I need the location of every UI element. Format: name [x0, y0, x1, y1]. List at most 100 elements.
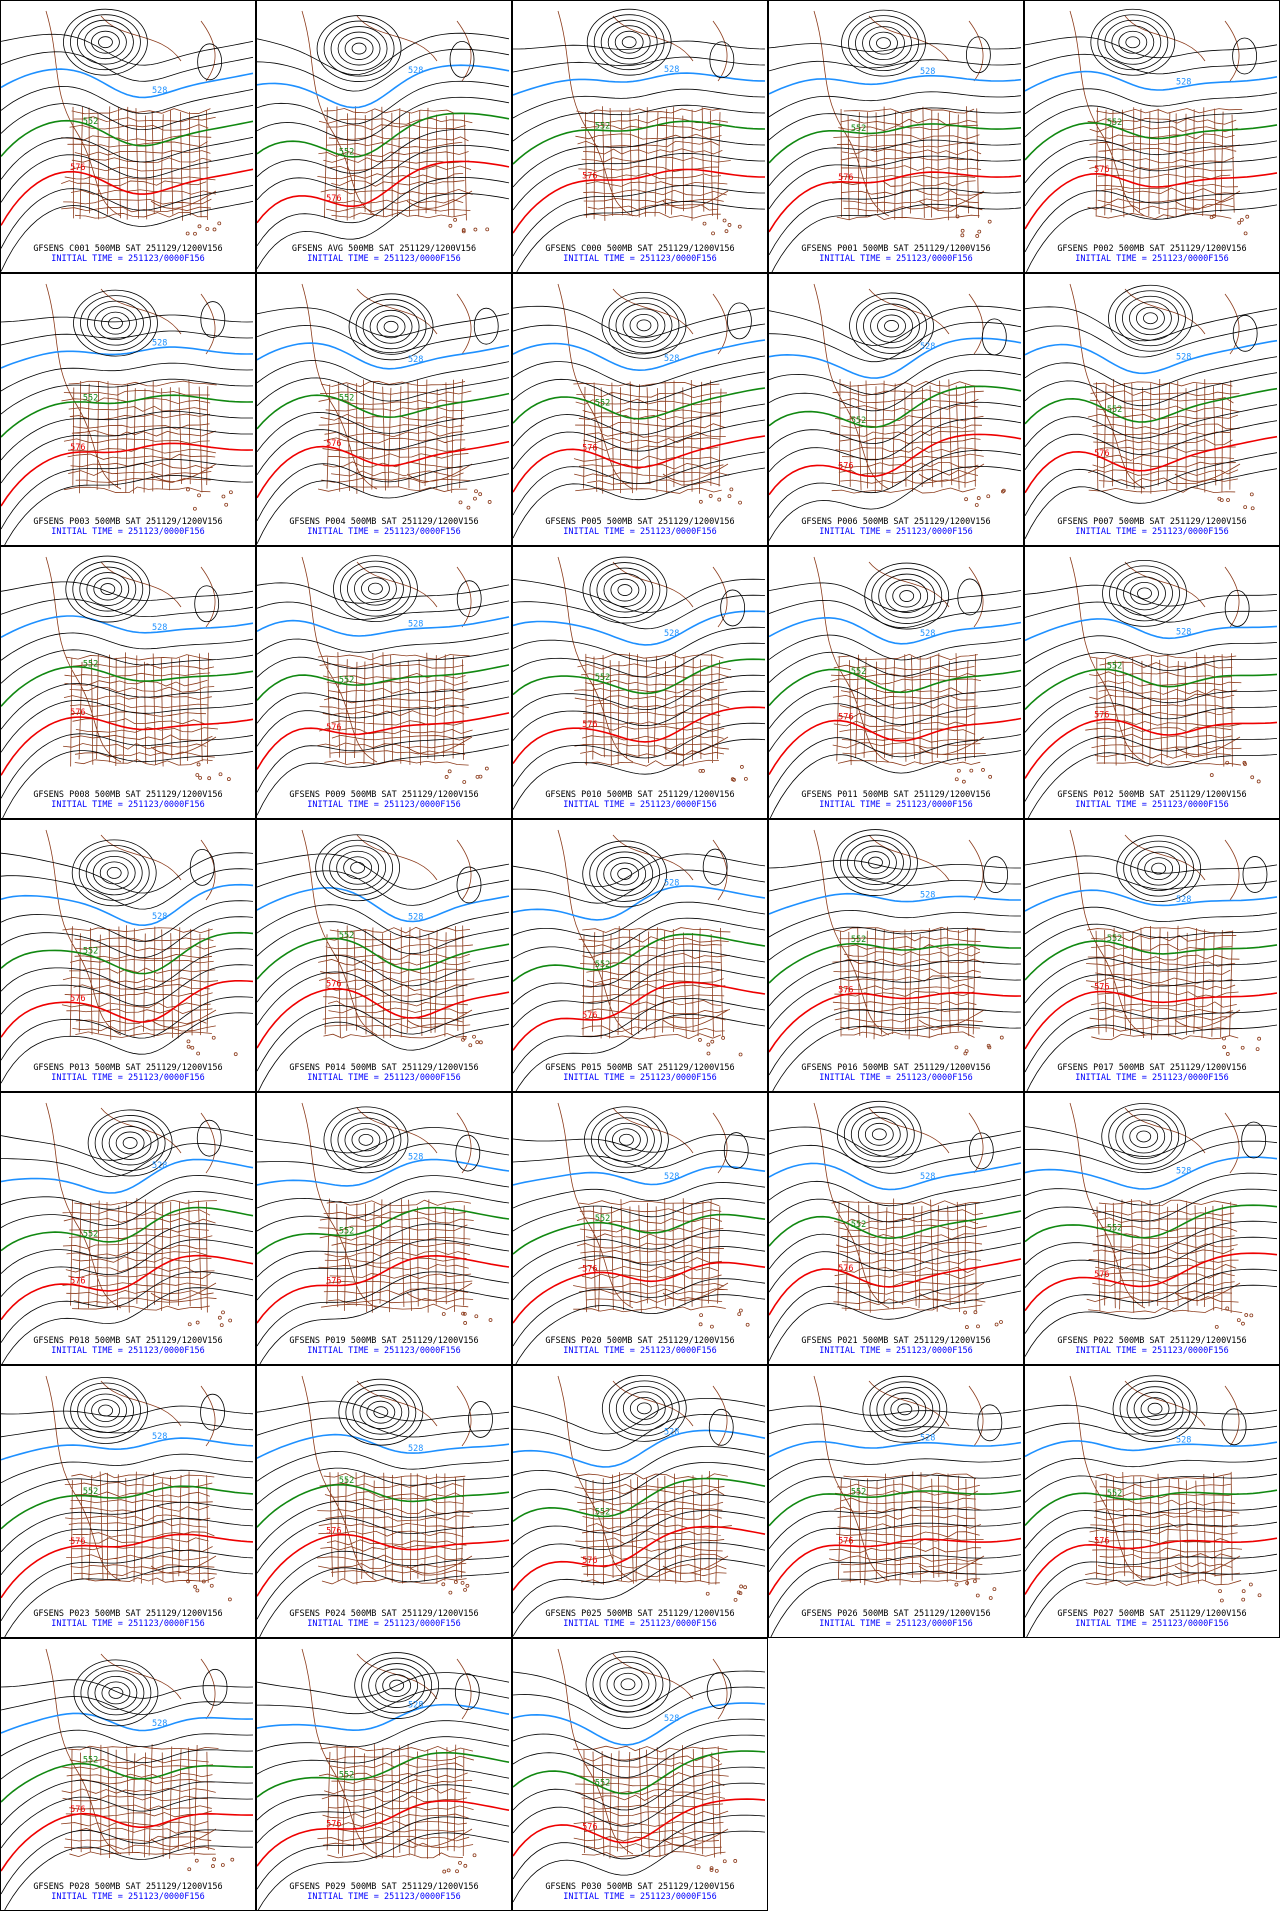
- island: [987, 219, 992, 224]
- contour: [513, 1246, 766, 1301]
- contour: [769, 651, 1022, 683]
- low-contour: [863, 303, 920, 349]
- contour-label: 528: [152, 339, 167, 349]
- low-contour: [1126, 1386, 1184, 1432]
- island: [964, 1049, 969, 1054]
- island: [1249, 492, 1254, 497]
- island: [201, 1579, 206, 1584]
- island: [733, 1859, 738, 1863]
- low-contour: [361, 1657, 433, 1714]
- contour-label: 528: [920, 342, 935, 352]
- contour-label: 528: [1176, 1167, 1191, 1177]
- low-contour: [99, 861, 129, 885]
- contour-label: 576: [326, 1820, 341, 1830]
- low-contour: [596, 851, 654, 897]
- low-contour: [78, 844, 150, 901]
- contour: [769, 305, 1022, 346]
- island: [212, 1857, 216, 1862]
- island: [973, 1579, 977, 1584]
- init-time: INITIAL TIME = 251123/0000F156: [51, 527, 205, 537]
- island: [1241, 1589, 1246, 1594]
- contour: [1025, 1553, 1278, 1618]
- contour-highlight: [1025, 1440, 1278, 1458]
- contour-highlight: [1025, 339, 1278, 375]
- state-borders: [813, 1375, 985, 1586]
- low-contour: [338, 1378, 424, 1446]
- island: [484, 766, 489, 771]
- map: 528 552 576 GFSENS P012 500MB SAT 251129/12…: [1025, 556, 1278, 818]
- contour: [257, 904, 510, 939]
- contour-highlight: [1025, 70, 1278, 92]
- panel-label: GFSENS P025 500MB SAT 251129/1200V156: [545, 1609, 734, 1619]
- map: 528 552 576 GFSENS P018 500MB SAT 251129/12…: [1, 1102, 254, 1364]
- low-contour: [870, 309, 913, 343]
- contour-highlight: [257, 1533, 510, 1597]
- low-contour: [897, 1403, 913, 1416]
- contour: [1, 1223, 254, 1274]
- island: [696, 1865, 701, 1869]
- contour: [513, 1149, 766, 1169]
- contour-highlight: [257, 1158, 510, 1187]
- map-outline: [813, 1375, 997, 1600]
- contour: [1, 200, 254, 272]
- contour-highlight: [1025, 387, 1278, 425]
- state-borders: [1069, 1102, 1243, 1314]
- island: [224, 502, 229, 507]
- map: 528 552 576 GFSENS P016 500MB SAT 251129/12…: [769, 829, 1022, 1091]
- map-panel: 528 552 576 GFSENS P010 500MB SAT 251129/12…: [512, 546, 768, 819]
- contour: [1025, 324, 1278, 358]
- low-contour: [323, 1106, 409, 1174]
- contour: [513, 467, 766, 539]
- low-contour: [1133, 1391, 1177, 1426]
- map-panel: 528 552 576 GFSENS P013 500MB SAT 251129/12…: [0, 819, 256, 1092]
- contour: [4, 475, 254, 545]
- contour-label: 552: [595, 960, 610, 970]
- island: [190, 1045, 195, 1050]
- island: [461, 228, 466, 232]
- contour-label: 552: [851, 416, 866, 426]
- init-time: INITIAL TIME = 251123/0000F156: [563, 800, 717, 810]
- low-contour: [455, 1134, 481, 1172]
- island: [717, 497, 722, 502]
- contour-highlight: [513, 1750, 766, 1795]
- panel-label: GFSENS AVG 500MB SAT 251129/1200V156: [292, 244, 476, 254]
- island: [233, 1052, 238, 1057]
- map: 528 552 576 GFSENS P024 500MB SAT 251129/12…: [257, 1375, 510, 1637]
- contour-highlight: [1, 665, 254, 707]
- contour: [513, 104, 766, 142]
- low-contour: [329, 845, 387, 891]
- contour-label: 552: [1107, 1489, 1122, 1499]
- contour: [257, 696, 510, 747]
- map-panel: 528 552 576 GFSENS P019 500MB SAT 251129/12…: [256, 1092, 512, 1365]
- contour-label: 576: [838, 173, 853, 183]
- contour-label: 576: [70, 708, 85, 718]
- low-contour: [836, 1100, 922, 1168]
- init-time: INITIAL TIME = 251123/0000F156: [307, 1619, 461, 1629]
- contour: [769, 1290, 1022, 1362]
- init-time: INITIAL TIME = 251123/0000F156: [819, 1619, 973, 1629]
- panel-label: GFSENS P015 500MB SAT 251129/1200V156: [545, 1063, 734, 1073]
- init-time: INITIAL TIME = 251123/0000F156: [819, 800, 973, 810]
- low-contour: [196, 1119, 222, 1157]
- contour: [1025, 1457, 1278, 1480]
- state-borders: [557, 556, 732, 767]
- contour: [1025, 139, 1278, 184]
- panel-label: GFSENS P010 500MB SAT 251129/1200V156: [545, 790, 734, 800]
- island: [960, 233, 965, 238]
- island: [954, 1582, 959, 1587]
- low-contour: [1097, 14, 1169, 71]
- island: [739, 1584, 744, 1589]
- low-contour: [884, 320, 899, 332]
- contour-highlight: [1025, 1252, 1278, 1312]
- contour-label: 528: [664, 1172, 679, 1182]
- map: 528 552 576 GFSENS P014 500MB SAT 251129/12…: [257, 829, 510, 1091]
- low-contour: [877, 314, 906, 338]
- island: [1225, 1306, 1230, 1311]
- contour: [257, 1467, 510, 1505]
- map-panel: 528 552 576 GFSENS P029 500MB SAT 251129/12…: [256, 1638, 512, 1911]
- contour: [257, 1450, 510, 1482]
- low-contour: [1119, 1380, 1191, 1437]
- contour-label: 552: [83, 1230, 98, 1240]
- contour-label: 576: [326, 980, 341, 990]
- island: [221, 494, 226, 499]
